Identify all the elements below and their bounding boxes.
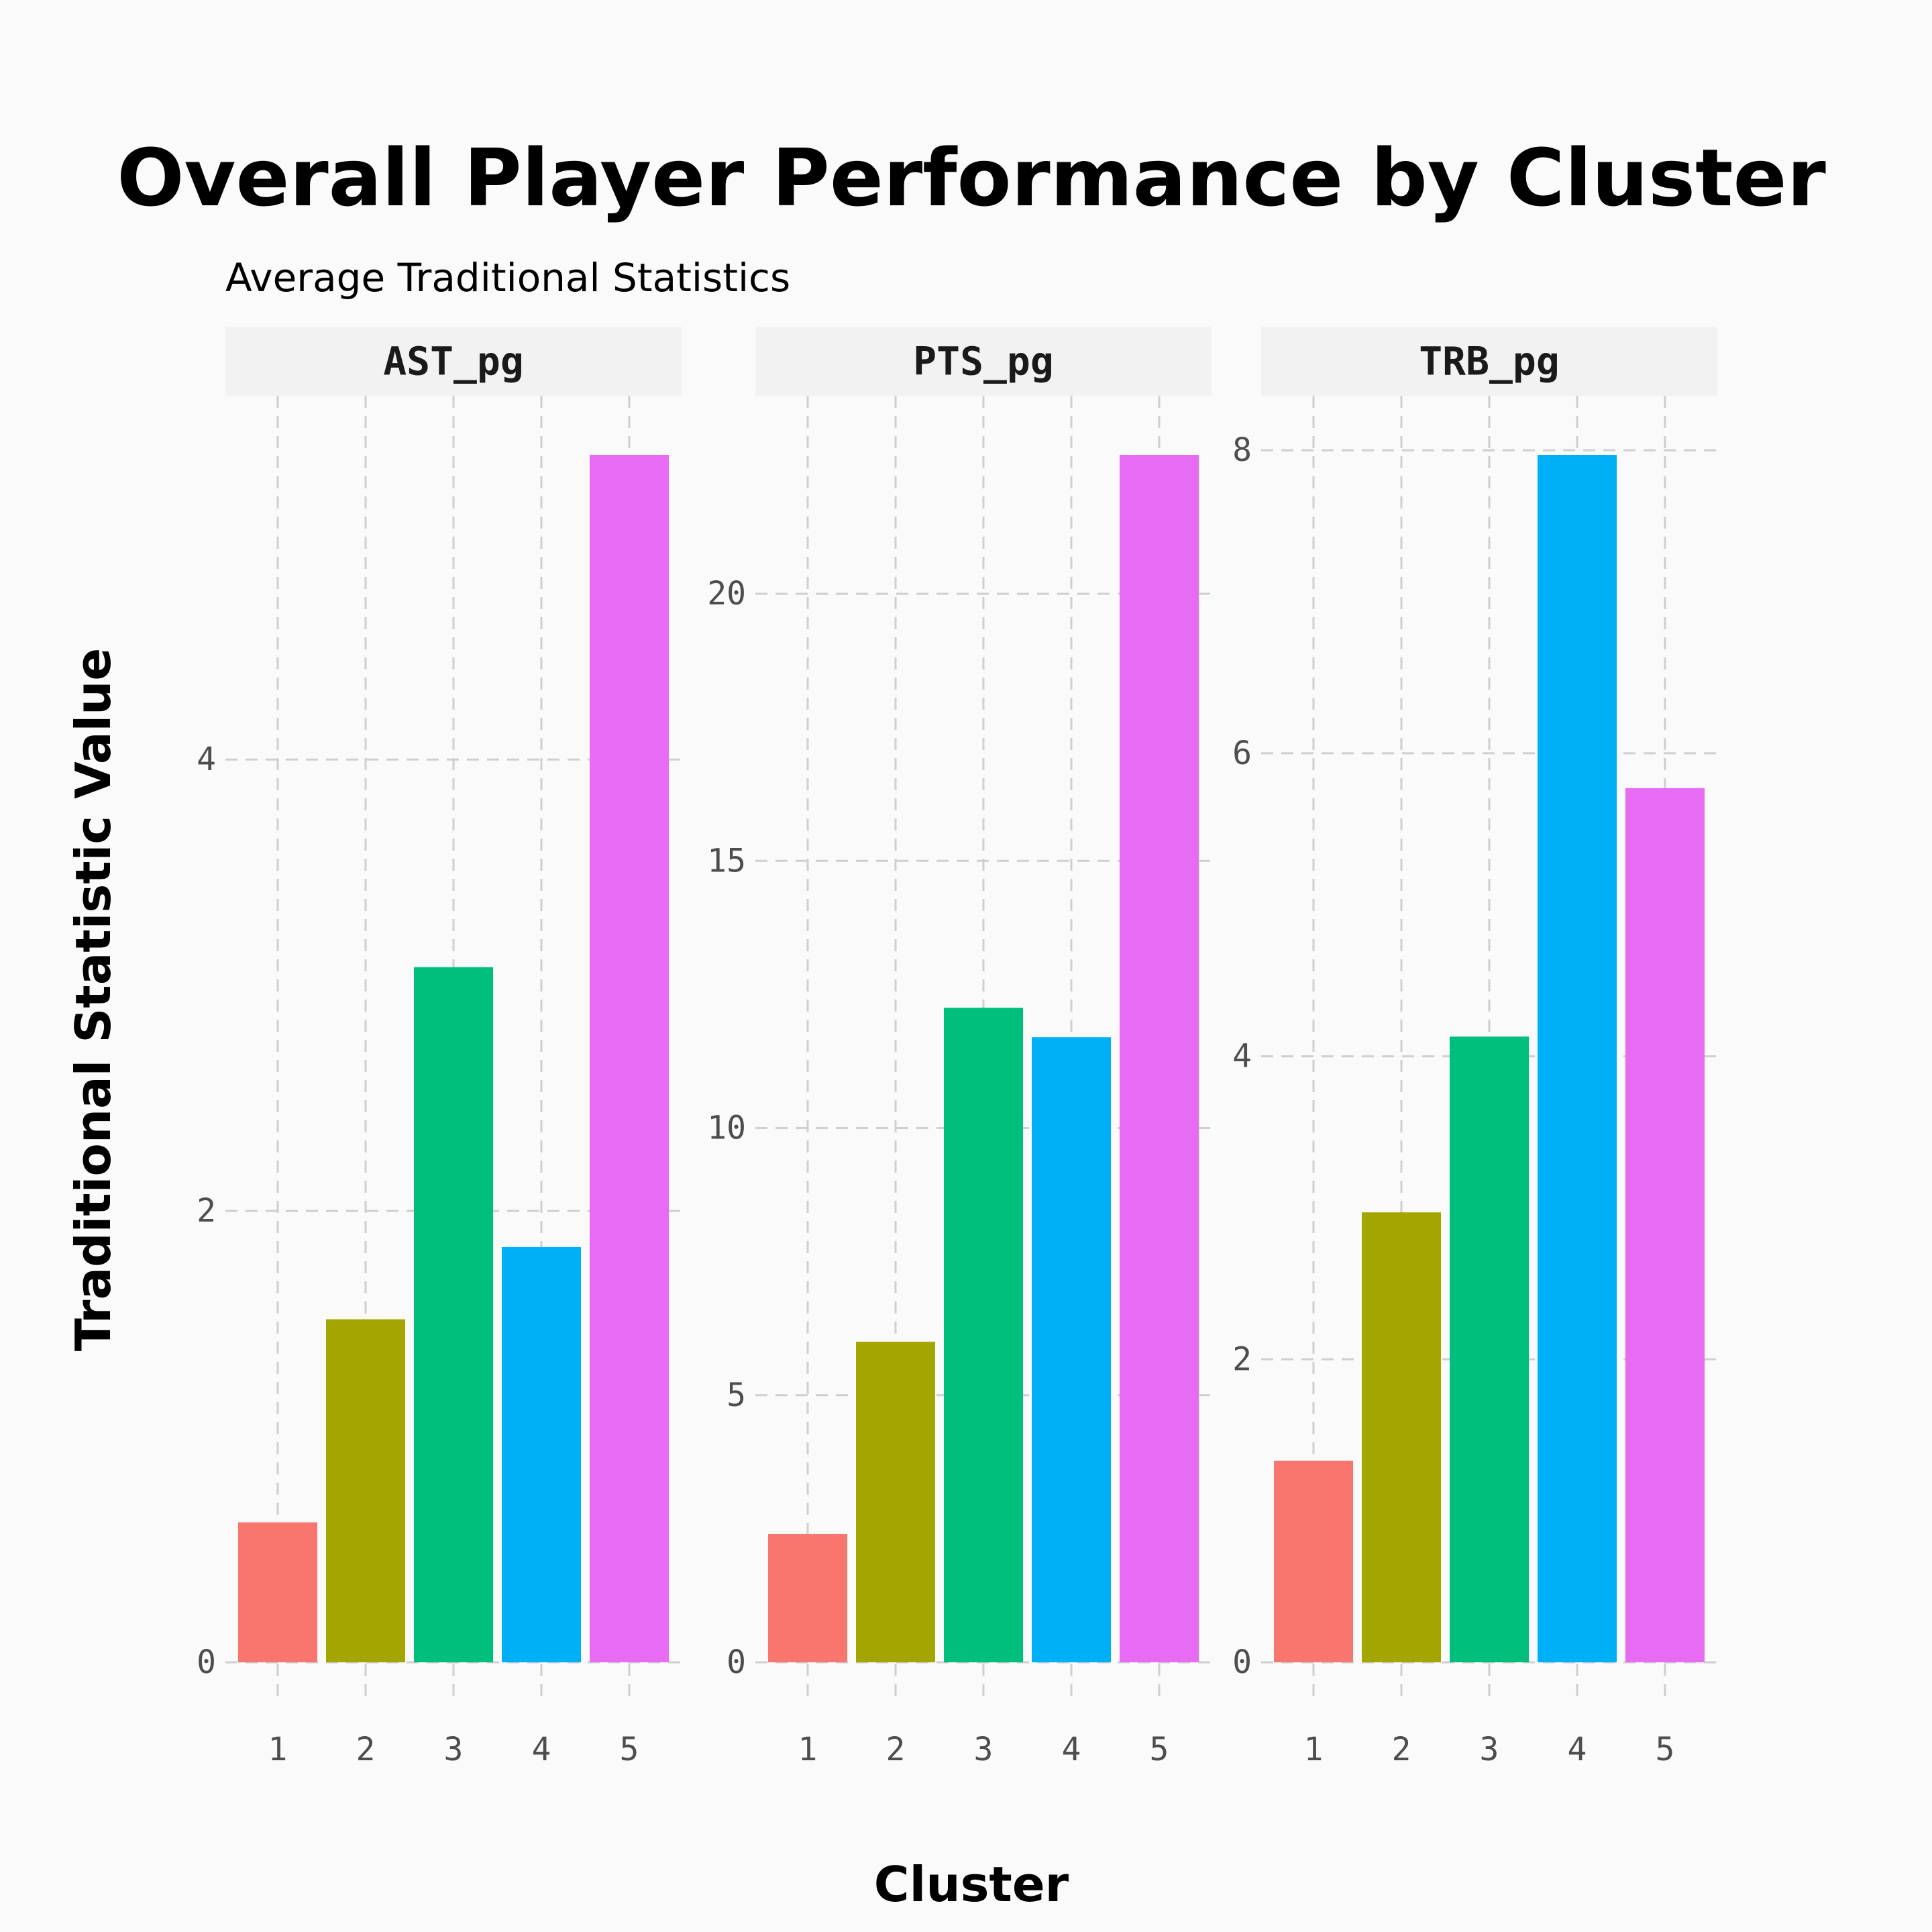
- x-tick-label: 4: [1568, 1731, 1587, 1768]
- bar-cluster-3: [944, 1008, 1023, 1662]
- x-tick-label: 5: [620, 1731, 639, 1768]
- bar-cluster-5: [1120, 455, 1199, 1662]
- bar-cluster-3: [414, 967, 493, 1662]
- x-tick-label: 3: [974, 1731, 994, 1768]
- facet-strip-label: PTS_pg: [913, 339, 1054, 384]
- bar-cluster-5: [590, 455, 669, 1662]
- bar-cluster-1: [1274, 1460, 1353, 1662]
- y-tick-label: 2: [1232, 1340, 1252, 1378]
- y-tick-label: 0: [197, 1644, 216, 1681]
- x-tick-label: 2: [886, 1731, 906, 1768]
- facet-AST_pg: AST_pg 0 2 4 1 2 3 4 5: [197, 327, 682, 1768]
- bar-cluster-4: [1032, 1037, 1111, 1662]
- x-axis-title: Cluster: [874, 1856, 1069, 1913]
- facet-strip: [755, 327, 1212, 396]
- facet-strip: [1261, 327, 1717, 396]
- facet-strip-label: TRB_pg: [1419, 339, 1560, 384]
- bar-cluster-5: [1625, 788, 1705, 1662]
- y-tick-label: 0: [1232, 1644, 1252, 1681]
- x-tick-label: 4: [532, 1731, 551, 1768]
- x-tick-label: 5: [1656, 1731, 1675, 1768]
- y-tick-label: 4: [1232, 1038, 1252, 1075]
- bar-cluster-4: [502, 1246, 581, 1662]
- y-tick-label: 10: [707, 1110, 746, 1147]
- chart-subtitle: Average Traditional Statistics: [225, 255, 790, 301]
- x-tick-label: 3: [444, 1731, 464, 1768]
- y-tick-label: 4: [197, 741, 216, 778]
- x-tick-label: 4: [1062, 1731, 1081, 1768]
- bar-cluster-1: [768, 1534, 847, 1662]
- bar-cluster-2: [1362, 1212, 1441, 1662]
- x-tick-label: 2: [356, 1731, 376, 1768]
- x-tick-label: 5: [1150, 1731, 1169, 1768]
- facet-TRB_pg: TRB_pg 0 2 4 6 8 1 2 3 4 5: [1232, 327, 1717, 1768]
- bar-cluster-1: [238, 1522, 317, 1662]
- bar-cluster-4: [1538, 455, 1617, 1662]
- y-tick-label: 0: [727, 1644, 746, 1681]
- x-tick-label: 3: [1480, 1731, 1499, 1768]
- y-tick-label: 8: [1232, 431, 1252, 469]
- bar-cluster-3: [1450, 1036, 1529, 1662]
- y-tick-label: 6: [1232, 735, 1252, 772]
- bar-cluster-2: [326, 1319, 405, 1662]
- chart-title: Overall Player Performance by Cluster: [117, 131, 1826, 224]
- x-tick-label: 1: [1304, 1731, 1324, 1768]
- y-tick-label: 2: [197, 1192, 216, 1230]
- y-axis-title: Traditional Statistic Value: [65, 648, 121, 1351]
- facet-PTS_pg: PTS_pg 0 5 10 15 20 1 2 3 4 5: [707, 327, 1212, 1768]
- y-tick-label: 5: [727, 1377, 746, 1414]
- facet-strip-label: AST_pg: [383, 339, 524, 384]
- x-tick-label: 2: [1392, 1731, 1411, 1768]
- x-tick-label: 1: [798, 1731, 818, 1768]
- y-tick-label: 15: [707, 842, 746, 879]
- y-tick-label: 20: [707, 575, 746, 612]
- x-tick-label: 1: [268, 1731, 288, 1768]
- facet-strip: [225, 327, 682, 396]
- bar-cluster-2: [856, 1342, 935, 1662]
